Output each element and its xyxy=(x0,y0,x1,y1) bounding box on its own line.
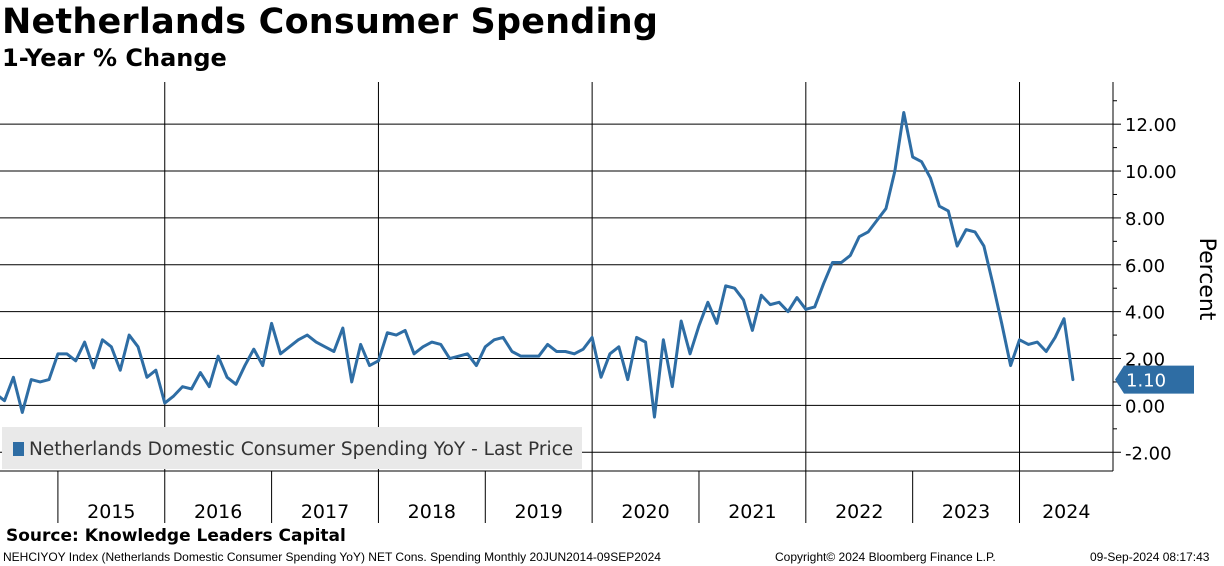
y-tick-label: 12.00 xyxy=(1125,115,1177,136)
y-axis-label: Percent xyxy=(1194,238,1219,321)
y-tick-label: 2.00 xyxy=(1125,350,1165,371)
chart-title: Netherlands Consumer Spending xyxy=(2,2,659,42)
y-tick-label: 6.00 xyxy=(1125,256,1165,277)
x-tick-label: 2020 xyxy=(621,501,669,523)
x-tick-label: 2021 xyxy=(728,501,776,523)
x-tick-label: 2015 xyxy=(87,501,135,523)
x-tick-label: 2017 xyxy=(301,501,349,523)
x-tick-label: 2023 xyxy=(942,501,990,523)
footer-timestamp: 09-Sep-2024 08:17:43 xyxy=(1090,550,1210,564)
y-tick-label: 8.00 xyxy=(1125,209,1165,230)
footer-copyright: Copyright© 2024 Bloomberg Finance L.P. xyxy=(775,550,996,564)
legend-swatch xyxy=(13,442,24,456)
source-note: Source: Knowledge Leaders Capital xyxy=(6,526,346,546)
y-tick-label: 0.00 xyxy=(1125,396,1165,417)
last-value-label: 1.10 xyxy=(1126,371,1166,392)
chart-subtitle: 1-Year % Change xyxy=(2,44,227,72)
x-tick-label: 2022 xyxy=(835,501,883,523)
plot-frame xyxy=(0,82,1114,472)
x-tick-label: 2018 xyxy=(408,501,456,523)
x-axis: 2015 2016 2017 2018 2019 2020 2021 2022 2023 2024 xyxy=(57,471,1090,523)
y-tick-label: -2.00 xyxy=(1125,443,1172,464)
last-value-tag-shape xyxy=(1115,365,1194,394)
footer-ticker-info: NEHCIYOY Index (Netherlands Domestic Con… xyxy=(3,550,661,564)
series-line xyxy=(0,110,1075,419)
last-value-tag: 1.10 xyxy=(1115,365,1194,394)
y-tick-label: 10.00 xyxy=(1125,162,1177,183)
legend-background xyxy=(2,427,582,469)
legend: Netherlands Domestic Consumer Spending Y… xyxy=(2,427,582,469)
x-tick-label: 2016 xyxy=(194,501,242,523)
y-axis: -2.00 0.00 2.00 4.00 6.00 8.00 10.00 12.00 xyxy=(1113,100,1177,464)
x-tick-label: 2019 xyxy=(515,501,563,523)
legend-label: Netherlands Domestic Consumer Spending Y… xyxy=(29,439,573,460)
y-tick-label: 4.00 xyxy=(1125,303,1165,324)
x-tick-label: 2024 xyxy=(1042,501,1090,523)
